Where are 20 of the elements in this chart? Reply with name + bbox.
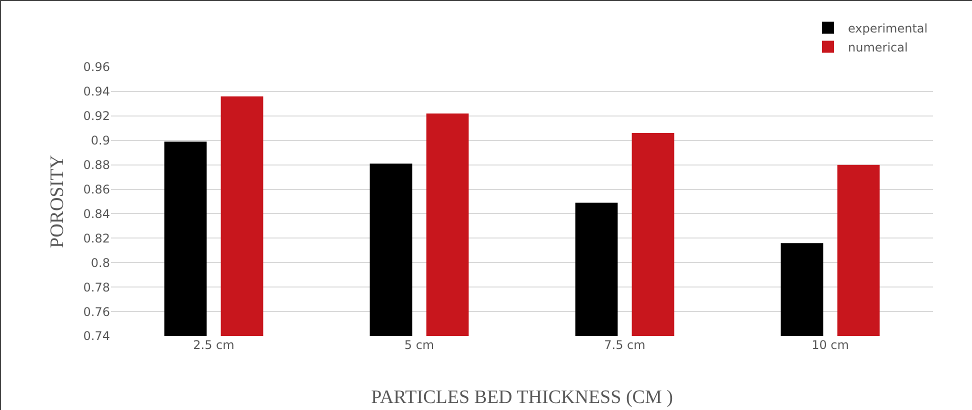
x-tick-label: 7.5 cm: [604, 338, 646, 352]
x-tick-label: 2.5 cm: [193, 338, 234, 352]
y-tick-label: 0.8: [90, 256, 110, 270]
y-tick-label: 0.96: [83, 60, 110, 74]
y-tick-label: 0.84: [83, 206, 110, 221]
y-tick-label: 0.78: [83, 280, 110, 294]
y-tick-label: 0.94: [83, 84, 110, 99]
legend-label: numerical: [848, 40, 908, 54]
y-tick-label: 0.9: [90, 134, 110, 148]
legend-label: experimental: [848, 21, 928, 36]
y-tick-label: 0.82: [83, 231, 110, 246]
x-tick-label: 5 cm: [404, 338, 434, 352]
y-axis-title: POROSITY: [47, 154, 68, 248]
x-axis-title: PARTICLES BED THICKNESS (CM ): [371, 387, 673, 408]
y-tick-label: 0.76: [83, 304, 110, 319]
y-tick-label: 0.88: [83, 158, 110, 172]
y-tick-label: 0.86: [83, 182, 110, 196]
x-tick-label: 10 cm: [812, 338, 849, 352]
y-tick-label: 0.92: [83, 109, 110, 124]
y-tick-label: 0.74: [83, 329, 110, 344]
